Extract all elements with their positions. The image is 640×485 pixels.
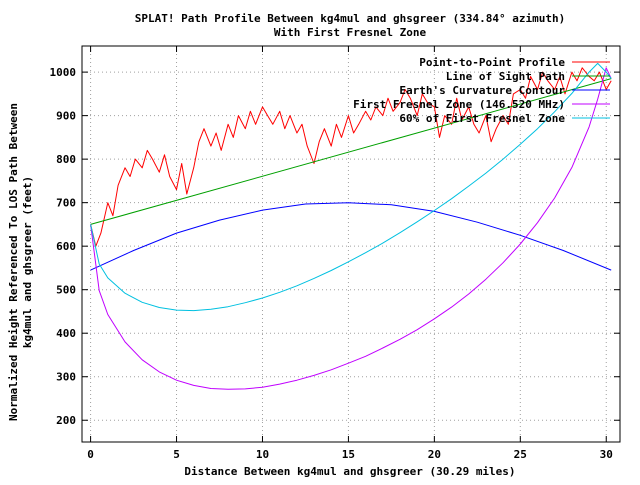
x-tick-label: 20 bbox=[428, 448, 441, 461]
legend-label-2: Earth's Curvature Contour bbox=[399, 84, 565, 97]
legend-label-1: Line of Sight Path bbox=[446, 70, 565, 83]
series-line-2 bbox=[90, 202, 612, 271]
y-tick-label: 400 bbox=[56, 327, 76, 340]
y-axis-label-line2: kg4mul and ghsgreer (feet) bbox=[21, 176, 34, 348]
x-tick-label: 30 bbox=[600, 448, 613, 461]
y-tick-label: 500 bbox=[56, 284, 76, 297]
axis-ticks: 0 5 10 15 20 25 30 200 300 400 500 600 700 800 900 1000 bbox=[50, 46, 620, 461]
series-line-4 bbox=[90, 62, 612, 312]
series-line-0 bbox=[90, 67, 612, 247]
series-line-1 bbox=[90, 78, 612, 225]
y-tick-label: 600 bbox=[56, 240, 76, 253]
plot-frame bbox=[81, 45, 621, 443]
legend-label-3: First Fresnel Zone (146.520 MHz) bbox=[353, 98, 565, 111]
y-tick-label: 300 bbox=[56, 371, 76, 384]
y-tick-label: 900 bbox=[56, 110, 76, 123]
chart-subtitle: With First Fresnel Zone bbox=[274, 26, 427, 39]
x-tick-label: 25 bbox=[514, 448, 527, 461]
y-tick-label: 1000 bbox=[50, 66, 77, 79]
x-tick-label: 10 bbox=[256, 448, 269, 461]
y-tick-label: 700 bbox=[56, 197, 76, 210]
x-tick-label: 5 bbox=[173, 448, 180, 461]
series-line-3 bbox=[90, 67, 612, 390]
x-tick-label: 15 bbox=[342, 448, 355, 461]
y-tick-label: 200 bbox=[56, 414, 76, 427]
y-axis-label-line1: Normalized Height Referenced To LOS Path… bbox=[7, 103, 20, 421]
y-tick-label: 800 bbox=[56, 153, 76, 166]
x-axis-label: Distance Between kg4mul and ghsgreer (30… bbox=[184, 465, 515, 478]
legend-label-4: 60% of First Fresnel Zone bbox=[399, 112, 565, 125]
chart-title: SPLAT! Path Profile Between kg4mul and g… bbox=[135, 12, 565, 25]
legend-label-0: Point-to-Point Profile bbox=[419, 56, 565, 69]
x-tick-label: 0 bbox=[87, 448, 94, 461]
series-lines bbox=[90, 62, 612, 390]
